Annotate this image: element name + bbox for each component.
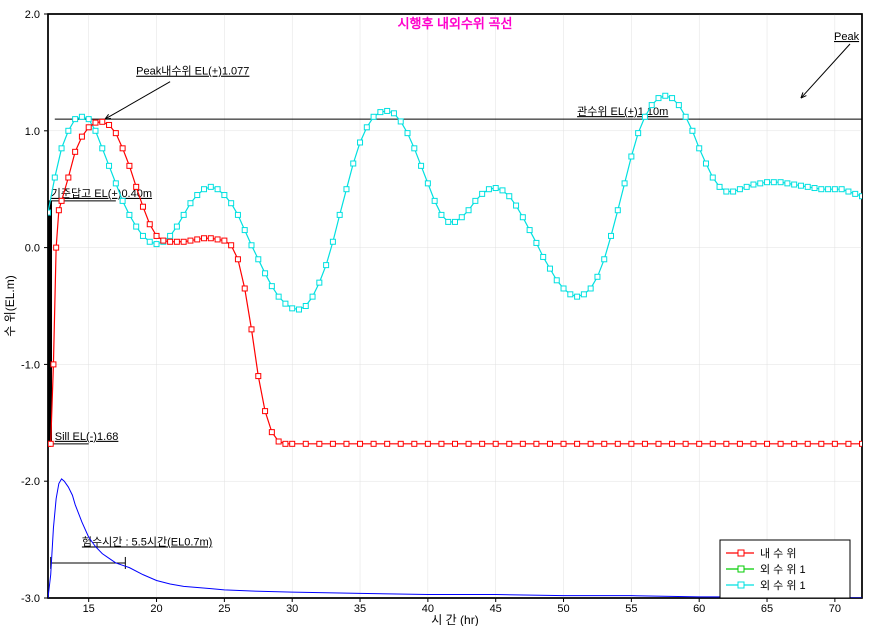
svg-text:외 수 위 1: 외 수 위 1 — [760, 579, 806, 592]
svg-text:45: 45 — [490, 603, 502, 615]
svg-text:외 수 위 1: 외 수 위 1 — [760, 563, 806, 576]
svg-text:25: 25 — [218, 603, 230, 615]
svg-text:20: 20 — [150, 603, 162, 615]
svg-text:35: 35 — [354, 603, 366, 615]
svg-text:내 수 위: 내 수 위 — [760, 547, 796, 560]
svg-text:2.0: 2.0 — [25, 9, 40, 21]
svg-text:65: 65 — [761, 603, 773, 615]
svg-text:0.0: 0.0 — [25, 243, 40, 255]
svg-text:-3.0: -3.0 — [21, 593, 40, 605]
svg-text:1.0: 1.0 — [25, 126, 40, 138]
svg-text:시 간 (hr): 시 간 (hr) — [431, 613, 478, 626]
chart-container: 152025303540455055606570-3.0-2.0-1.00.01… — [0, 0, 872, 626]
svg-text:험수시간 : 5.5시간(EL0.7m): 험수시간 : 5.5시간(EL0.7m) — [82, 535, 212, 548]
svg-text:30: 30 — [286, 603, 298, 615]
svg-text:Peak: Peak — [834, 31, 860, 43]
svg-text:60: 60 — [693, 603, 705, 615]
svg-text:Sill EL(-)1.68: Sill EL(-)1.68 — [55, 431, 119, 443]
chart-svg: 152025303540455055606570-3.0-2.0-1.00.01… — [0, 0, 872, 626]
svg-text:55: 55 — [625, 603, 637, 615]
svg-text:Peak내수위 EL(+)1.077: Peak내수위 EL(+)1.077 — [136, 65, 249, 78]
svg-text:-1.0: -1.0 — [21, 359, 40, 371]
svg-text:시행후 내외수위 곡선: 시행후 내외수위 곡선 — [398, 16, 513, 31]
svg-text:15: 15 — [83, 603, 95, 615]
svg-text:70: 70 — [829, 603, 841, 615]
svg-text:-2.0: -2.0 — [21, 476, 40, 488]
svg-text:50: 50 — [557, 603, 569, 615]
svg-text:수 위(EL.m): 수 위(EL.m) — [3, 275, 17, 336]
